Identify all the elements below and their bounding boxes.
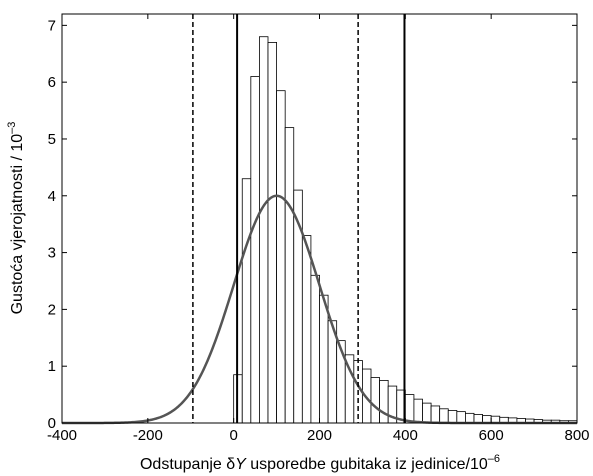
histogram-bar xyxy=(379,379,389,424)
histogram-bar xyxy=(301,235,312,424)
x-tick-label: 600 xyxy=(479,427,504,444)
y-tick-label: 6 xyxy=(48,74,56,91)
histogram-bar xyxy=(241,178,252,424)
histogram-bar xyxy=(259,36,269,424)
histogram-bar xyxy=(319,294,329,424)
y-tick-label: 5 xyxy=(48,131,56,148)
x-tick-label: 0 xyxy=(229,427,237,444)
histogram-bar xyxy=(473,414,483,424)
x-tick-label: 200 xyxy=(307,427,332,444)
y-tick-label: 3 xyxy=(48,245,56,262)
x-tick-label: -400 xyxy=(47,427,77,444)
histogram-bar xyxy=(336,340,346,424)
x-tick-label: 800 xyxy=(564,427,589,444)
histogram-bar xyxy=(267,42,277,424)
y-axis-label: Gustoća vjerojatnosti / 10–3 xyxy=(6,122,26,315)
y-tick-label: 0 xyxy=(48,415,56,432)
y-tick-label: 7 xyxy=(48,17,56,34)
histogram-bar xyxy=(404,394,415,424)
histogram-bar xyxy=(250,76,260,424)
y-tick-label: 1 xyxy=(48,358,56,375)
x-axis-label: Odstupanje δY usporedbe gubitaka iz jedi… xyxy=(140,453,500,473)
histogram-bar xyxy=(430,405,441,424)
y-tick-label: 2 xyxy=(48,301,56,318)
y-tick-label: 4 xyxy=(48,188,56,205)
reference-lines xyxy=(192,14,406,423)
x-tick-label: 400 xyxy=(393,427,418,444)
histogram-bar xyxy=(284,127,295,424)
histogram-bar xyxy=(370,377,380,424)
histogram-bar xyxy=(447,410,458,424)
histogram-bar xyxy=(439,408,449,424)
axis-ticks: -400 -200 0 200 400 600 800 0 1 2 3 4 5 6 7 xyxy=(47,14,590,444)
histogram-bar xyxy=(456,411,466,424)
x-tick-label: -200 xyxy=(133,427,163,444)
histogram-bar xyxy=(465,412,475,424)
histogram-bar xyxy=(310,274,320,424)
histogram-bar xyxy=(276,90,286,424)
histogram-bar xyxy=(413,398,423,424)
histogram-bar xyxy=(422,402,432,424)
